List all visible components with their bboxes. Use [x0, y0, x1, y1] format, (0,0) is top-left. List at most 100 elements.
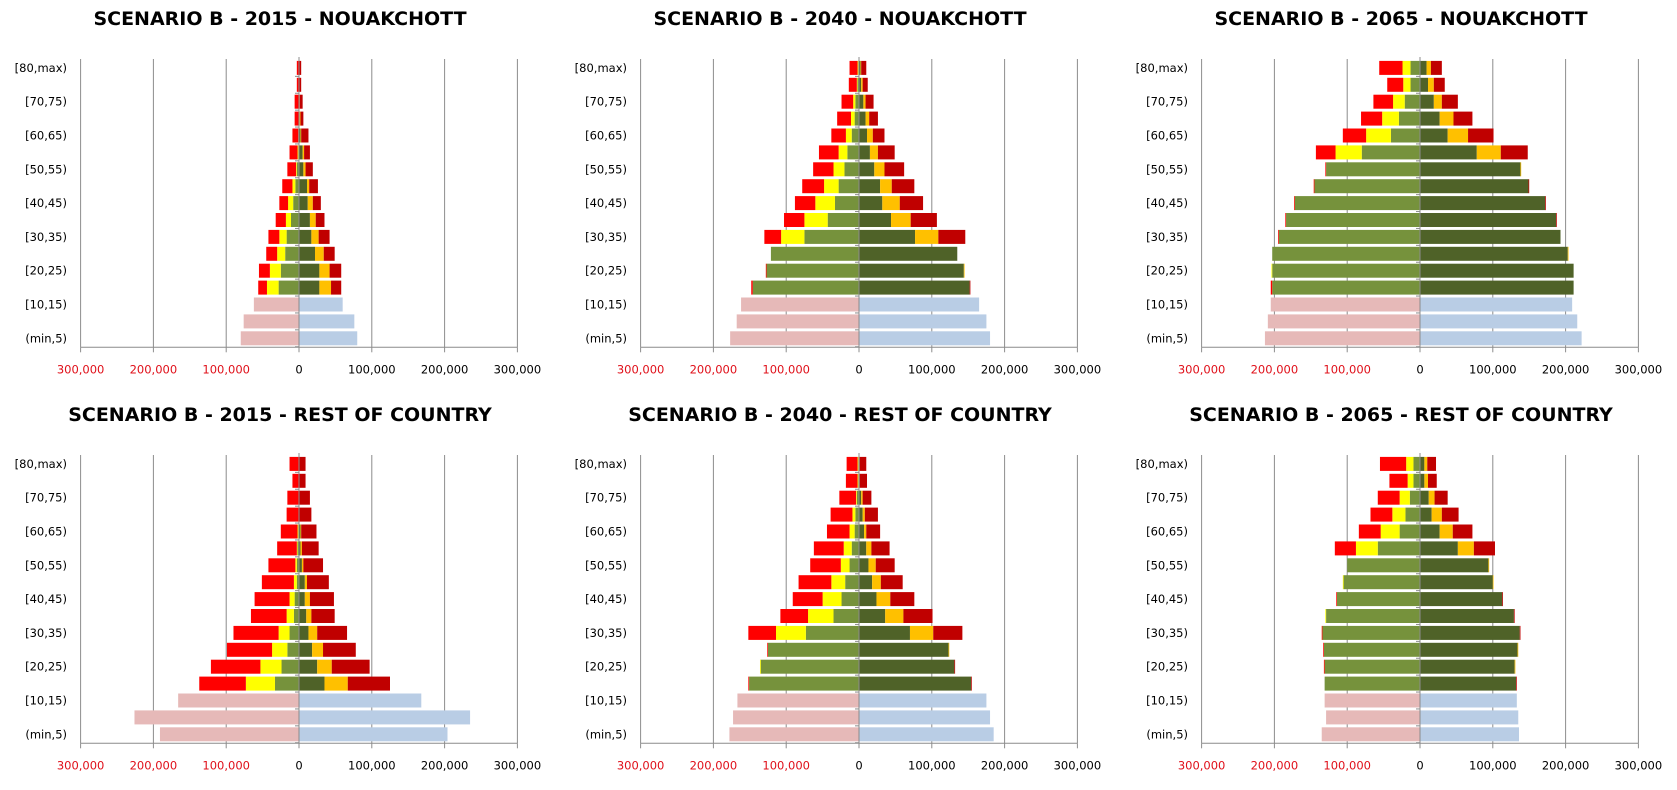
age-group-label: [30,35): [1146, 230, 1188, 244]
age-group-label: [50,55): [25, 162, 67, 176]
bar-female-adult-secondary-plus: [841, 592, 859, 607]
bar-male-adult-no-edu: [880, 575, 903, 590]
bar-male-adult-no-edu: [1528, 179, 1530, 194]
bar-male-adult-primary: [868, 558, 876, 573]
bar-male-adult-primary: [862, 507, 865, 522]
bar-female-adult-secondary-plus: [752, 280, 859, 295]
bar-female-adult-no-edu: [261, 575, 294, 590]
bar-male-adult-primary: [319, 280, 332, 295]
bar-female-adult-no-edu: [798, 575, 832, 590]
bar-female-adult-no-edu: [837, 111, 851, 126]
x-tick-label: 300,000: [1054, 362, 1102, 376]
bar-male-adult-primary: [1517, 642, 1519, 657]
bar-female-adult-primary: [292, 179, 296, 194]
age-group-label: [10,15): [585, 694, 627, 708]
bar-female-adult-no-edu: [748, 625, 777, 640]
bar-female-adult-secondary-plus: [1324, 659, 1420, 674]
bar-male-adult-no-edu: [910, 213, 937, 227]
age-group-label: (min,5): [585, 727, 627, 741]
bar-female-adult-no-edu: [1370, 507, 1393, 522]
bar-female-adult-primary: [840, 558, 850, 573]
bar-female-adult-no-edu: [279, 196, 289, 211]
bar-male-children: [859, 710, 991, 725]
bar-male-adult-primary: [304, 575, 308, 590]
bar-male-adult-secondary-plus: [1420, 60, 1427, 75]
bar-male-adult-no-edu: [315, 213, 325, 227]
bar-male-adult-no-edu: [1427, 456, 1437, 471]
bar-male-adult-no-edu: [299, 473, 306, 488]
bar-female-children: [1264, 331, 1420, 346]
bar-male-adult-primary: [319, 263, 330, 278]
bar-female-adult-primary: [1407, 473, 1414, 488]
bar-male-adult-primary: [872, 575, 881, 590]
bar-male-adult-no-edu: [299, 490, 310, 505]
bar-male-adult-secondary-plus: [299, 524, 301, 539]
x-tick-label: 200,000: [1542, 362, 1590, 376]
bar-male-adult-primary: [315, 246, 324, 261]
bar-female-adult-primary: [849, 524, 855, 539]
bar-female-adult-primary: [296, 162, 297, 177]
bar-male-adult-primary: [311, 229, 319, 244]
bar-male-adult-no-edu: [875, 558, 895, 573]
bar-male-adult-primary: [1428, 77, 1434, 92]
age-group-label: [60,65): [25, 129, 67, 143]
bar-male-adult-primary: [963, 263, 965, 278]
age-group-label: (min,5): [1146, 331, 1188, 345]
bar-female-adult-secondary-plus: [856, 490, 859, 505]
bar-female-adult-primary: [1392, 507, 1406, 522]
bar-female-adult-secondary-plus: [857, 77, 859, 92]
pyramid-plot: 300,000 200,000 100,000 0 100,000 200,000 300,…: [575, 57, 1102, 376]
x-tick-label: 0: [855, 362, 862, 376]
bar-female-adult-primary: [1382, 111, 1399, 126]
age-group-label: [20,25): [585, 660, 627, 674]
bar-female-adult-no-edu: [1323, 642, 1324, 657]
bar-male-adult-secondary-plus: [299, 642, 313, 657]
bar-female-adult-no-edu: [748, 676, 750, 691]
x-tick-label: 300,000: [57, 758, 105, 772]
bar-male-adult-no-edu: [1513, 609, 1515, 623]
bar-male-adult-no-edu: [1502, 592, 1503, 607]
bar-male-adult-secondary-plus: [1420, 592, 1503, 607]
bar-male-adult-secondary-plus: [859, 642, 949, 657]
bar-female-adult-primary: [245, 676, 275, 691]
bar-female-adult-secondary-plus: [1272, 280, 1420, 295]
bar-female-adult-secondary-plus: [834, 196, 859, 211]
bar-male-adult-no-edu: [861, 60, 867, 75]
bar-male-adult-no-edu: [1556, 213, 1557, 227]
bar-female-adult-secondary-plus: [1272, 263, 1420, 278]
bar-female-adult-secondary-plus: [1377, 541, 1420, 556]
pyramid-chart: SCENARIO B - 2015 - REST OF COUNTRY 300,0…: [0, 396, 560, 790]
bar-female-children: [741, 297, 859, 312]
age-group-label: [30,35): [25, 230, 67, 244]
bar-male-adult-no-edu: [304, 145, 310, 160]
age-group-label: [10,15): [585, 298, 627, 312]
bar-male-adult-no-edu: [299, 456, 306, 471]
bar-female-adult-secondary-plus: [1405, 507, 1420, 522]
bar-female-adult-secondary-plus: [1399, 524, 1420, 539]
x-tick-label: 300,000: [1615, 758, 1663, 772]
age-group-label: [50,55): [585, 162, 627, 176]
bar-female-children: [240, 331, 299, 346]
bar-female-adult-no-edu: [1373, 94, 1394, 109]
bar-male-adult-primary: [863, 94, 866, 109]
bar-male-adult-primary: [865, 111, 870, 126]
age-group-label: [10,15): [25, 298, 67, 312]
bar-female-adult-secondary-plus: [285, 246, 299, 261]
bar-female-adult-secondary-plus: [1410, 77, 1420, 92]
bar-female-adult-no-edu: [294, 94, 299, 109]
bar-male-adult-secondary-plus: [1420, 659, 1515, 674]
bar-male-children: [859, 314, 987, 329]
bar-female-adult-secondary-plus: [1326, 609, 1420, 623]
bar-male-adult-no-edu: [323, 642, 356, 657]
bar-male-adult-secondary-plus: [1420, 246, 1568, 261]
bar-male-adult-secondary-plus: [299, 609, 307, 623]
bar-male-adult-primary: [1488, 558, 1490, 573]
x-tick-label: 300,000: [1054, 758, 1102, 772]
bar-female-adult-secondary-plus: [805, 625, 859, 640]
bar-male-adult-no-edu: [871, 541, 890, 556]
bar-male-adult-no-edu: [971, 676, 972, 691]
bar-female-adult-secondary-plus: [749, 676, 859, 691]
bar-female-adult-secondary-plus: [854, 111, 859, 126]
bar-male-adult-primary: [302, 145, 305, 160]
age-group-label: [80,max): [15, 61, 67, 75]
